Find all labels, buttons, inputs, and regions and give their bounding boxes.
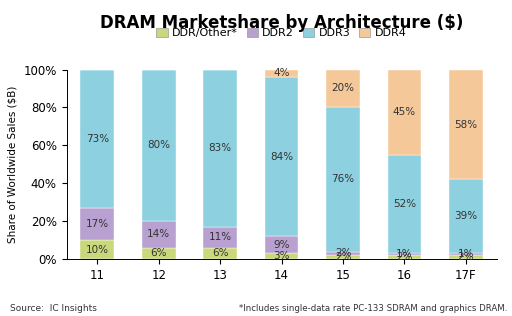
Text: 76%: 76%	[331, 174, 355, 185]
Text: DRAM Marketshare by Architecture ($): DRAM Marketshare by Architecture ($)	[100, 14, 463, 32]
Bar	[326, 255, 360, 259]
Bar	[80, 70, 114, 208]
Text: 14%: 14%	[147, 229, 170, 240]
Text: 4%: 4%	[273, 68, 290, 78]
Text: 84%: 84%	[270, 152, 293, 162]
Text: 3%: 3%	[273, 251, 290, 261]
Bar	[265, 236, 298, 253]
Bar	[326, 70, 360, 107]
Text: 6%: 6%	[212, 248, 228, 258]
Text: 83%: 83%	[208, 143, 232, 153]
Bar	[265, 70, 298, 77]
Bar	[326, 107, 360, 252]
Bar	[203, 70, 237, 227]
Bar	[388, 255, 421, 259]
Text: 10%: 10%	[86, 245, 109, 255]
Text: *Includes single-data rate PC-133 SDRAM and graphics DRAM.: *Includes single-data rate PC-133 SDRAM …	[239, 304, 507, 313]
Bar	[388, 253, 421, 255]
Text: 80%: 80%	[147, 140, 170, 150]
Bar	[449, 253, 483, 255]
Text: 58%: 58%	[454, 119, 478, 130]
Bar	[203, 227, 237, 248]
Bar	[388, 70, 421, 155]
Text: 45%: 45%	[393, 107, 416, 117]
Bar	[80, 208, 114, 240]
Bar	[326, 252, 360, 255]
Bar	[388, 155, 421, 253]
Text: 1%: 1%	[458, 249, 474, 259]
Bar	[265, 253, 298, 259]
Text: 52%: 52%	[393, 199, 416, 209]
Text: 39%: 39%	[454, 211, 478, 222]
Text: 20%: 20%	[332, 83, 354, 94]
Bar	[449, 255, 483, 259]
Bar	[265, 77, 298, 236]
Bar	[142, 221, 176, 248]
Text: 2%: 2%	[458, 252, 474, 262]
Text: 1%: 1%	[396, 249, 413, 259]
Text: 2%: 2%	[335, 252, 351, 262]
Text: 73%: 73%	[86, 134, 109, 144]
Bar	[80, 240, 114, 259]
Text: 9%: 9%	[273, 240, 290, 250]
Text: 17%: 17%	[86, 219, 109, 229]
Y-axis label: Share of Worldwide Sales ($B): Share of Worldwide Sales ($B)	[8, 86, 18, 243]
Bar	[449, 179, 483, 253]
Text: 6%: 6%	[151, 248, 167, 258]
Bar	[449, 70, 483, 179]
Bar	[203, 248, 237, 259]
Legend: DDR/Other*, DDR2, DDR3, DDR4: DDR/Other*, DDR2, DDR3, DDR4	[152, 24, 411, 43]
Bar	[142, 248, 176, 259]
Text: 11%: 11%	[208, 232, 232, 242]
Bar	[142, 70, 176, 221]
Text: 2%: 2%	[335, 248, 351, 258]
Text: Source:  IC Insights: Source: IC Insights	[10, 304, 97, 313]
Text: 2%: 2%	[396, 252, 413, 262]
